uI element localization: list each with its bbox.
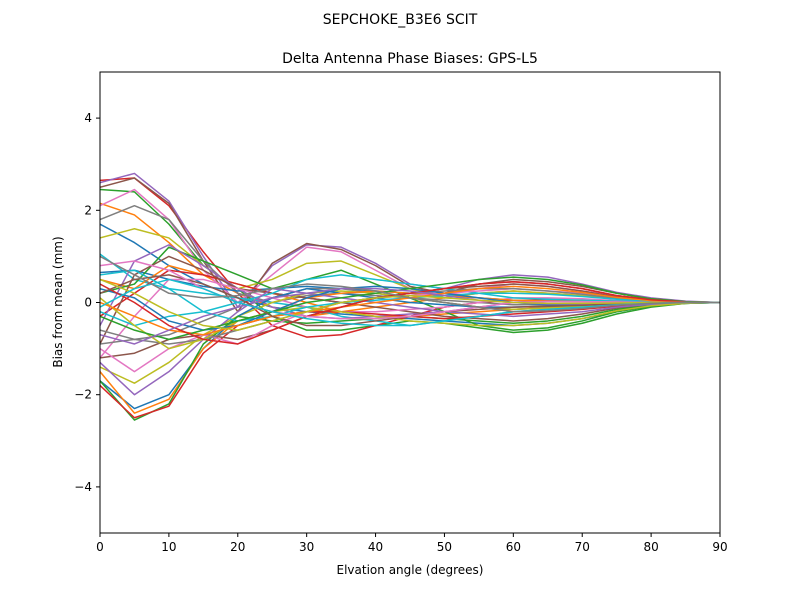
chart-title: Delta Antenna Phase Biases: GPS-L5 [282,51,538,67]
x-tick-label: 30 [299,540,314,554]
series-layer [100,172,720,421]
x-tick-label: 40 [368,540,383,554]
x-axis: 0 10 20 30 40 50 60 70 80 90 [96,533,728,554]
y-tick-label: −2 [74,388,92,402]
series-line-34 [100,281,720,345]
x-tick-label: 0 [96,540,104,554]
x-tick-label: 80 [643,540,658,554]
x-tick-label: 60 [506,540,521,554]
series-line-16 [100,255,720,345]
figure-suptitle: SEPCHOKE_B3E6 SCIT [323,12,478,28]
y-tick-label: 2 [84,203,92,217]
y-axis-label: Bias from mean (mm) [51,236,65,367]
y-axis: −4 −2 0 2 4 [74,111,100,494]
y-tick-label: 0 [84,296,92,310]
x-tick-label: 20 [230,540,245,554]
series-line-33 [100,276,720,341]
x-axis-label: Elvation angle (degrees) [337,563,484,577]
y-tick-label: −4 [74,480,92,494]
x-tick-label: 90 [712,540,727,554]
x-tick-label: 10 [161,540,176,554]
series-line-38 [100,278,720,331]
x-tick-label: 50 [437,540,452,554]
series-line-40 [100,255,720,313]
x-tick-label: 70 [575,540,590,554]
y-tick-label: 4 [84,111,92,125]
